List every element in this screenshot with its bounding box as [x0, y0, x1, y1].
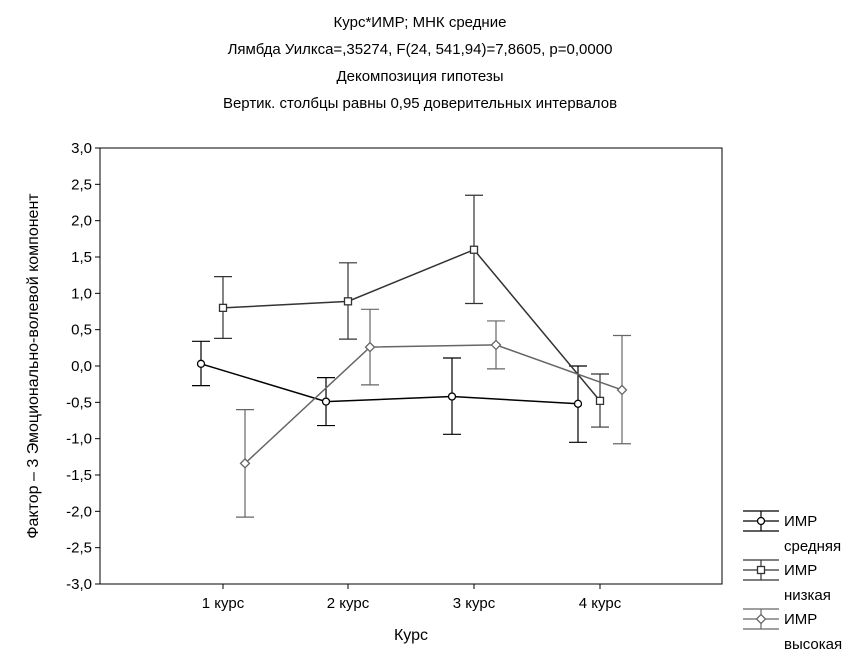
legend-marker-icon: [758, 567, 765, 574]
y-tick-label: -1,5: [66, 467, 92, 484]
legend-label-sub: высокая: [784, 636, 842, 653]
legend-label: ИМР: [784, 611, 817, 628]
y-tick-label: 1,0: [71, 285, 92, 302]
series-line: [223, 250, 600, 401]
series-line: [201, 364, 578, 404]
y-tick-label: 0,5: [71, 322, 92, 339]
series-line: [245, 345, 622, 463]
y-tick-label: 2,0: [71, 213, 92, 230]
y-tick-label: 2,5: [71, 176, 92, 193]
x-tick-label: 4 курс: [579, 595, 622, 612]
x-tick-label: 2 курс: [327, 595, 370, 612]
legend-label: ИМР: [784, 562, 817, 579]
x-tick-label: 1 курс: [202, 595, 245, 612]
data-point: [575, 400, 582, 407]
data-point: [492, 340, 501, 349]
legend-label-sub: низкая: [784, 587, 831, 604]
y-tick-label: 3,0: [71, 140, 92, 157]
y-tick-label: -0,5: [66, 394, 92, 411]
x-axis-label: Курс: [394, 627, 428, 644]
y-tick-label: -1,0: [66, 431, 92, 448]
data-point: [220, 304, 227, 311]
y-tick-label: -2,5: [66, 540, 92, 557]
y-tick-label: 0,0: [71, 358, 92, 375]
legend-marker-icon: [758, 518, 765, 525]
x-tick-label: 3 курс: [453, 595, 496, 612]
y-tick-label: -3,0: [66, 576, 92, 593]
y-axis-label: Фактор – 3 Эмоционально-волевой компонен…: [25, 193, 42, 539]
y-tick-label: 1,5: [71, 249, 92, 266]
y-tick-label: -2,0: [66, 503, 92, 520]
legend-marker-icon: [757, 615, 766, 624]
plot-frame: [100, 148, 722, 584]
data-point: [471, 246, 478, 253]
data-point: [449, 393, 456, 400]
data-point: [198, 360, 205, 367]
data-point: [618, 385, 627, 394]
legend-label-sub: средняя: [784, 538, 841, 555]
data-point: [345, 298, 352, 305]
legend-label: ИМР: [784, 513, 817, 530]
data-point: [323, 398, 330, 405]
data-point: [597, 397, 604, 404]
